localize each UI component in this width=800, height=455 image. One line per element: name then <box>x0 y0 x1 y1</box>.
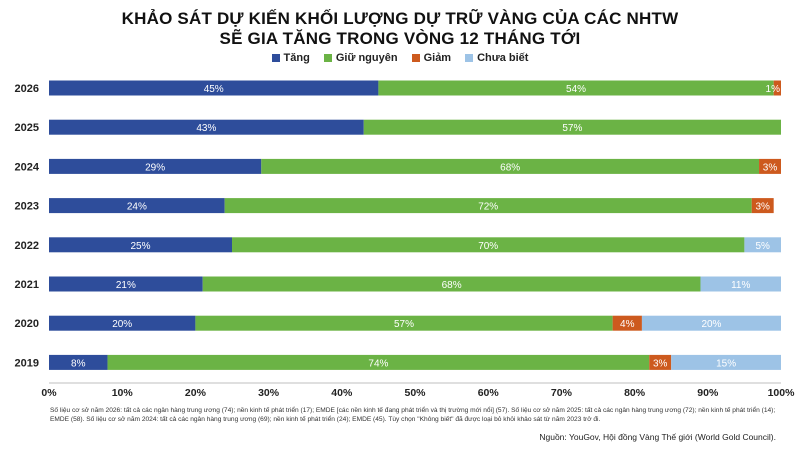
data-label: 74% <box>368 358 388 369</box>
x-tick-label: 40% <box>331 387 353 399</box>
source-note: Nguồn: YouGov, Hội đồng Vàng Thế giới (W… <box>539 432 776 442</box>
data-label: 68% <box>500 162 520 173</box>
data-label: 57% <box>562 123 582 134</box>
bar-segment <box>261 158 760 174</box>
bar-segment <box>224 198 752 214</box>
footnote: Số liệu cơ sở năm 2026: tất cả các ngân … <box>50 407 776 423</box>
x-tick-label: 30% <box>258 387 280 399</box>
legend-item-giam: Giảm <box>411 52 452 64</box>
legend-item-chua-biet: Chưa biết <box>465 52 528 64</box>
bar-segment <box>49 119 364 135</box>
bar-segment <box>49 158 262 174</box>
chart-legend: Tăng Giữ nguyên Giảm Chưa biết <box>0 52 800 64</box>
stacked-bar-chart: 0% 10% 20% 30% 40% 50% 60% 70% 80% 90% 100% 2026 45%… <box>15 80 796 399</box>
bar-segment <box>751 198 774 214</box>
data-label: 8% <box>71 358 86 369</box>
bar-segment <box>649 354 672 370</box>
data-label: 3% <box>763 162 778 173</box>
legend-label: Giảm <box>423 52 452 64</box>
x-tick-label: 100% <box>768 387 796 399</box>
data-label: 54% <box>566 84 586 95</box>
bar-segment <box>49 354 108 370</box>
x-tick-label: 80% <box>624 387 646 399</box>
y-category-label: 2025 <box>15 122 39 134</box>
legend-label: Giữ nguyên <box>335 52 398 64</box>
legend-label: Chưa biết <box>477 52 529 64</box>
bar-segment <box>49 276 203 292</box>
chart-subtitle: SẼ GIA TĂNG TRONG VÒNG 12 THÁNG TỚI <box>219 29 581 48</box>
bar-segment <box>700 276 781 292</box>
x-tick-label: 70% <box>551 387 573 399</box>
data-label: 20% <box>701 319 721 330</box>
bar-segment <box>671 354 781 370</box>
y-category-label: 2026 <box>15 83 39 95</box>
legend-swatch <box>465 54 474 62</box>
data-label: 24% <box>127 202 147 213</box>
bar-segment <box>612 315 642 331</box>
x-tick-label: 90% <box>697 387 719 399</box>
y-category-label: 2023 <box>15 201 39 213</box>
data-label: 70% <box>478 241 498 252</box>
y-category-label: 2019 <box>15 357 39 369</box>
bar-segment <box>759 158 781 174</box>
x-tick-label: 10% <box>112 387 134 399</box>
bar-segment <box>773 80 781 96</box>
legend-swatch <box>323 54 332 62</box>
bar-segment <box>49 198 225 214</box>
data-label: 21% <box>116 280 136 291</box>
y-category-label: 2024 <box>15 161 40 173</box>
data-label: 3% <box>755 202 770 213</box>
legend-item-giu-nguyen: Giữ nguyên <box>323 52 398 64</box>
y-category-label: 2020 <box>15 318 39 330</box>
data-label: 68% <box>442 280 462 291</box>
bar-segment <box>232 237 745 253</box>
data-label: 4% <box>620 319 635 330</box>
data-label: 1% <box>766 84 781 95</box>
bar-segment <box>744 237 781 253</box>
legend-swatch <box>271 54 280 62</box>
data-label: 11% <box>731 280 750 291</box>
bar-segment <box>49 237 232 253</box>
data-label: 45% <box>204 84 224 95</box>
bar-segment <box>107 354 650 370</box>
bar-segment <box>49 80 379 96</box>
legend-swatch <box>411 54 420 62</box>
legend-item-tang: Tăng <box>271 52 310 64</box>
bar-segment <box>195 315 613 331</box>
x-tick-label: 20% <box>185 387 207 399</box>
data-label: 5% <box>755 241 770 252</box>
bar-segment <box>378 80 774 96</box>
legend-label: Tăng <box>283 52 310 64</box>
data-label: 25% <box>130 241 150 252</box>
x-tick-label: 50% <box>404 387 426 399</box>
bar-segment <box>363 119 781 135</box>
data-label: 29% <box>145 162 165 173</box>
bar-segment <box>49 315 196 331</box>
data-label: 20% <box>112 319 132 330</box>
x-tick-label: 60% <box>478 387 500 399</box>
y-category-label: 2021 <box>15 279 39 291</box>
bar-segment <box>202 276 701 292</box>
data-label: 72% <box>478 202 498 213</box>
data-label: 15% <box>716 358 736 369</box>
data-label: 57% <box>394 319 414 330</box>
data-label: 43% <box>196 123 216 134</box>
chart-title: KHẢO SÁT DỰ KIẾN KHỐI LƯỢNG DỰ TRỮ VÀNG … <box>121 9 679 28</box>
x-tick-label: 0% <box>41 387 57 399</box>
bar-segment <box>641 315 781 331</box>
y-category-label: 2022 <box>15 240 39 252</box>
data-label: 3% <box>653 358 668 369</box>
